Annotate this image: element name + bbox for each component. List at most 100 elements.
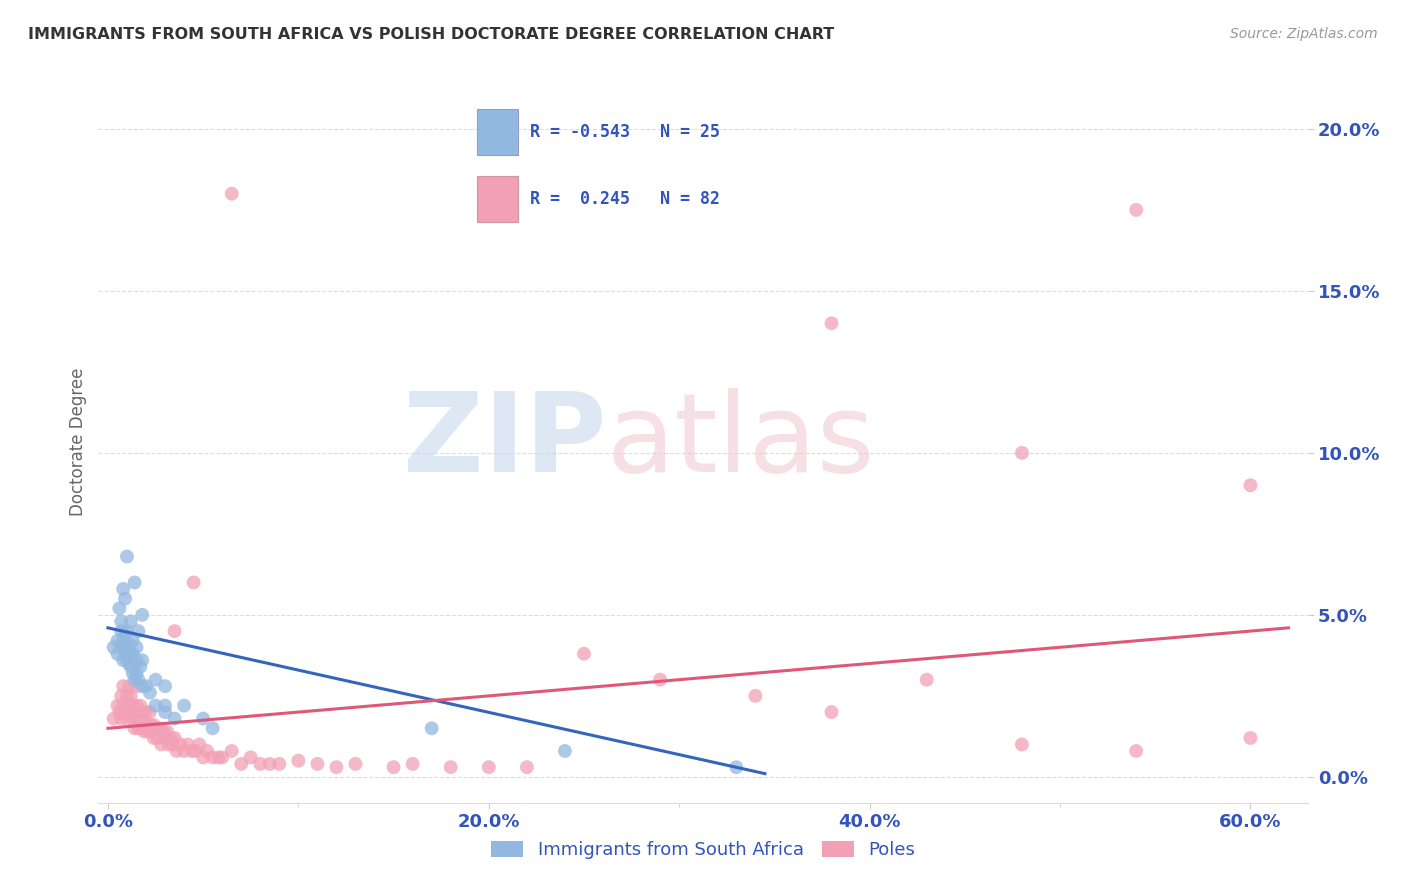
Point [554, 744, 576, 758]
Point [201, 750, 224, 764]
Point [112, 653, 135, 667]
Point [131, 607, 153, 622]
Point [169, 738, 191, 752]
Point [121, 698, 143, 713]
Point [135, 679, 157, 693]
Point [150, 738, 173, 752]
Point [148, 721, 170, 735]
Point [136, 724, 159, 739]
Point [211, 750, 233, 764]
Point [134, 724, 156, 739]
Point [114, 591, 136, 606]
Point [112, 633, 135, 648]
Point [114, 647, 136, 661]
Point [124, 721, 146, 735]
Point [115, 653, 138, 667]
Point [125, 666, 148, 681]
Point [239, 750, 262, 764]
Point [127, 624, 149, 638]
Point [382, 760, 405, 774]
Point [145, 673, 167, 687]
Point [125, 653, 148, 667]
Point [121, 647, 143, 661]
Point [120, 647, 142, 661]
Point [1125, 744, 1147, 758]
Point [153, 698, 176, 713]
Point [420, 721, 443, 735]
Point [124, 575, 146, 590]
Point [115, 624, 138, 638]
Point [129, 698, 152, 713]
Y-axis label: Doctorate Degree: Doctorate Degree [69, 368, 87, 516]
Point [163, 712, 186, 726]
Point [131, 705, 153, 719]
Point [110, 615, 132, 629]
Point [115, 549, 138, 564]
Point [131, 721, 153, 735]
Point [118, 657, 141, 671]
Text: Source: ZipAtlas.com: Source: ZipAtlas.com [1230, 27, 1378, 41]
Point [259, 756, 281, 771]
Point [516, 760, 538, 774]
Legend: Immigrants from South Africa, Poles: Immigrants from South Africa, Poles [484, 833, 922, 866]
Point [103, 712, 125, 726]
Point [915, 673, 938, 687]
Point [207, 750, 229, 764]
Point [166, 744, 188, 758]
Point [156, 724, 179, 739]
Point [120, 705, 142, 719]
Point [145, 698, 167, 713]
Point [307, 756, 329, 771]
Point [131, 653, 153, 667]
Point [141, 724, 163, 739]
Point [142, 718, 165, 732]
Point [125, 712, 148, 726]
Point [269, 756, 291, 771]
Point [118, 698, 141, 713]
Point [344, 756, 367, 771]
Point [180, 744, 202, 758]
Point [110, 624, 132, 638]
Point [725, 760, 748, 774]
Point [118, 679, 141, 693]
Point [108, 705, 131, 719]
Point [124, 673, 146, 687]
Text: ZIP: ZIP [404, 388, 606, 495]
Point [221, 744, 243, 758]
Point [114, 705, 136, 719]
Point [112, 582, 135, 596]
Point [110, 712, 132, 726]
Point [177, 738, 200, 752]
Point [110, 640, 132, 655]
Point [125, 640, 148, 655]
Point [107, 647, 129, 661]
Point [139, 718, 162, 732]
Point [120, 615, 142, 629]
Point [139, 705, 162, 719]
Point [1239, 731, 1261, 745]
Point [121, 633, 143, 648]
Point [1011, 446, 1033, 460]
Point [1011, 738, 1033, 752]
Point [440, 760, 463, 774]
Point [744, 689, 766, 703]
Point [125, 679, 148, 693]
Point [115, 689, 138, 703]
Point [184, 744, 207, 758]
Point [107, 698, 129, 713]
Point [221, 186, 243, 201]
Point [249, 756, 271, 771]
Point [120, 659, 142, 673]
Point [103, 640, 125, 655]
Point [145, 721, 167, 735]
Point [129, 659, 152, 673]
Text: IMMIGRANTS FROM SOUTH AFRICA VS POLISH DOCTORATE DEGREE CORRELATION CHART: IMMIGRANTS FROM SOUTH AFRICA VS POLISH D… [28, 27, 834, 42]
Point [157, 738, 180, 752]
Point [820, 705, 842, 719]
Point [153, 705, 176, 719]
Point [115, 712, 138, 726]
Point [201, 721, 224, 735]
Point [121, 712, 143, 726]
Point [110, 689, 132, 703]
Point [108, 601, 131, 615]
